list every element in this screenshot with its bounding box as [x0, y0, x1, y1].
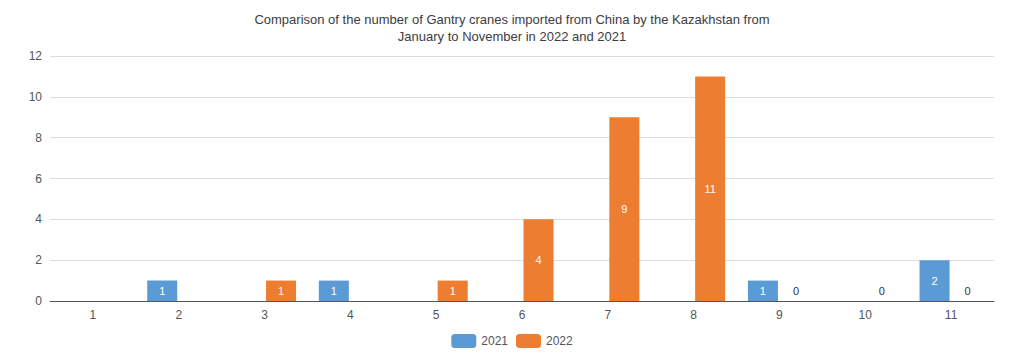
- svg-text:6: 6: [35, 172, 42, 186]
- svg-text:1: 1: [331, 285, 337, 297]
- svg-text:4: 4: [535, 254, 541, 266]
- svg-text:2022: 2022: [546, 334, 573, 348]
- svg-text:4: 4: [347, 308, 354, 322]
- svg-text:1: 1: [278, 285, 284, 297]
- svg-text:11: 11: [704, 183, 715, 195]
- svg-text:9: 9: [776, 308, 783, 322]
- svg-text:10: 10: [859, 308, 873, 322]
- svg-text:2: 2: [35, 253, 42, 267]
- svg-text:1: 1: [90, 308, 97, 322]
- svg-text:12: 12: [29, 49, 43, 63]
- svg-text:1: 1: [450, 285, 456, 297]
- svg-text:10: 10: [29, 90, 43, 104]
- svg-text:0: 0: [965, 285, 971, 297]
- svg-text:7: 7: [604, 308, 611, 322]
- svg-text:January to November in 2022 an: January to November in 2022 and 2021: [398, 29, 626, 44]
- svg-text:4: 4: [35, 212, 42, 226]
- svg-text:3: 3: [261, 308, 268, 322]
- svg-text:2: 2: [932, 275, 938, 287]
- svg-text:1: 1: [159, 285, 165, 297]
- svg-text:8: 8: [690, 308, 697, 322]
- svg-text:0: 0: [793, 285, 799, 297]
- svg-text:11: 11: [945, 308, 958, 322]
- svg-text:8: 8: [35, 131, 42, 145]
- svg-text:2021: 2021: [481, 334, 508, 348]
- svg-text:0: 0: [879, 285, 885, 297]
- svg-text:2: 2: [175, 308, 182, 322]
- svg-text:1: 1: [760, 285, 766, 297]
- svg-text:6: 6: [519, 308, 526, 322]
- svg-text:9: 9: [621, 203, 627, 215]
- svg-text:0: 0: [35, 294, 42, 308]
- svg-text:Comparison of the number of Ga: Comparison of the number of Gantry crane…: [254, 12, 769, 27]
- svg-text:5: 5: [433, 308, 440, 322]
